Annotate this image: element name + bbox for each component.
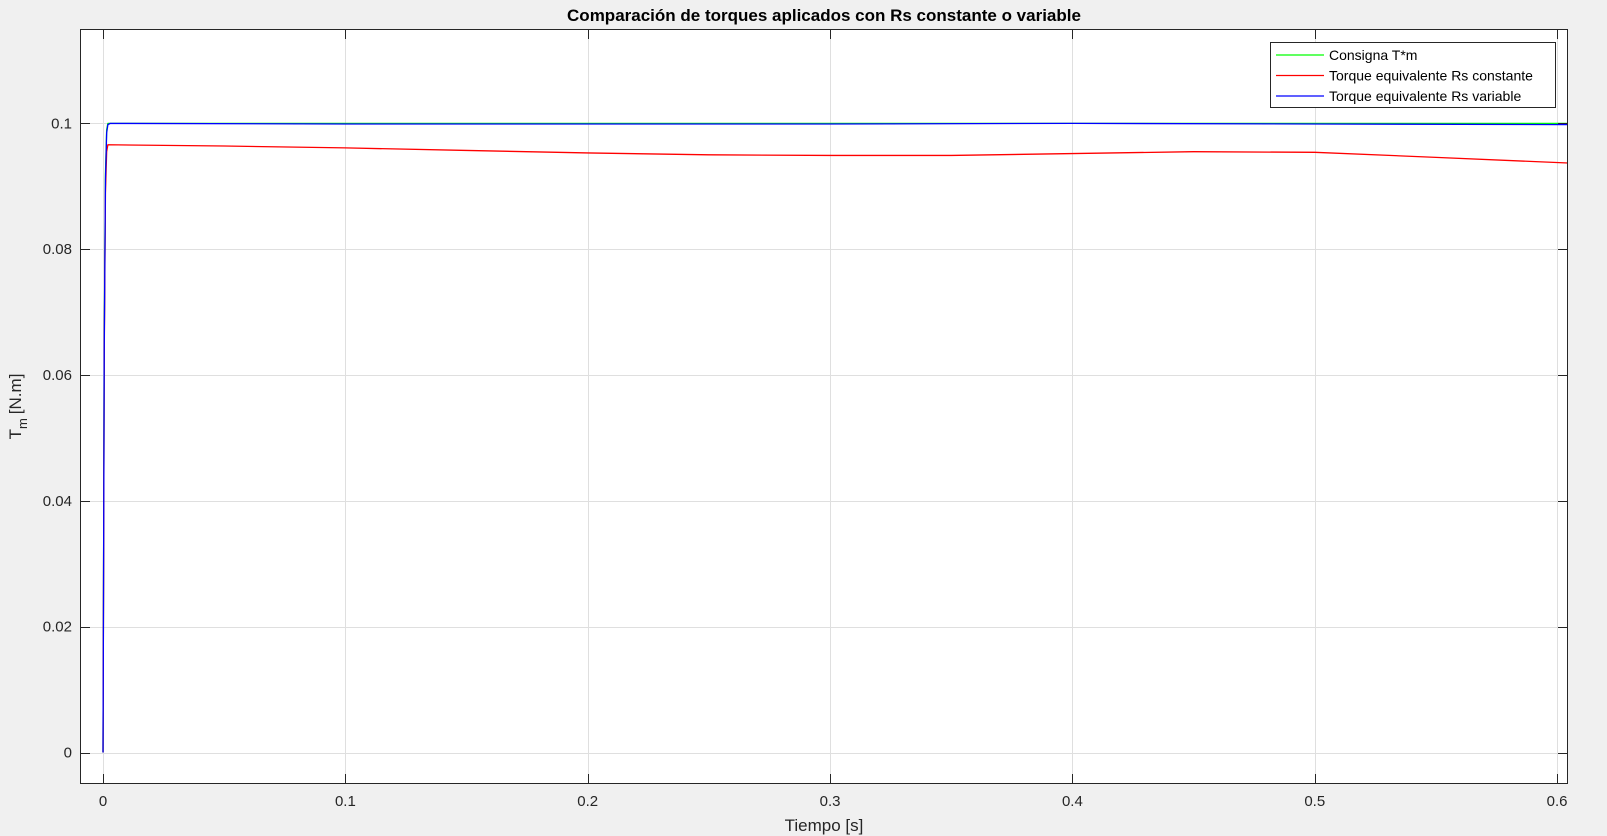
- series-line-3: [102, 122, 1569, 753]
- axes-background: [80, 29, 1568, 784]
- legend-label-3: Torque equivalente Rs variable: [1329, 88, 1521, 104]
- x-axis-title: Tiempo [s]: [785, 816, 864, 835]
- x-tick-label: 0.6: [1547, 793, 1568, 810]
- y-tick-label: 0.08: [43, 241, 72, 258]
- legend-label-1: Consigna T*m: [1329, 47, 1417, 63]
- legend: Consigna T*m Torque equivalente Rs consta…: [1270, 42, 1556, 108]
- legend-label-2: Torque equivalente Rs constante: [1329, 68, 1533, 84]
- chart-title: Comparación de torques aplicados con Rs …: [567, 6, 1081, 25]
- x-tick-label: 0.1: [335, 793, 356, 810]
- axes-box: [80, 29, 1568, 784]
- y-tick-label: 0.06: [43, 367, 72, 384]
- y-axis-title: Tm [N.m]: [6, 374, 30, 440]
- x-tick-label: 0: [99, 793, 107, 810]
- x-tick-label: 0.4: [1062, 793, 1083, 810]
- ticks: 0 0.1 0.2 0.3 0.4 0.5 0.6 0 0.02 0.04 0.06 0.08 0.1: [43, 29, 1568, 810]
- x-tick-label: 0.3: [820, 793, 841, 810]
- y-tick-label: 0: [64, 745, 72, 762]
- y-axis-title-symbol: T: [6, 429, 25, 439]
- y-axis-title-subscript: m: [15, 418, 30, 429]
- y-tick-label: 0.04: [43, 493, 72, 510]
- series-group: [102, 122, 1569, 753]
- y-tick-label: 0.02: [43, 619, 72, 636]
- y-tick-label: 0.1: [51, 115, 72, 132]
- x-tick-label: 0.2: [577, 793, 598, 810]
- y-axis-title-unit: [N.m]: [6, 374, 25, 415]
- x-tick-label: 0.5: [1304, 793, 1325, 810]
